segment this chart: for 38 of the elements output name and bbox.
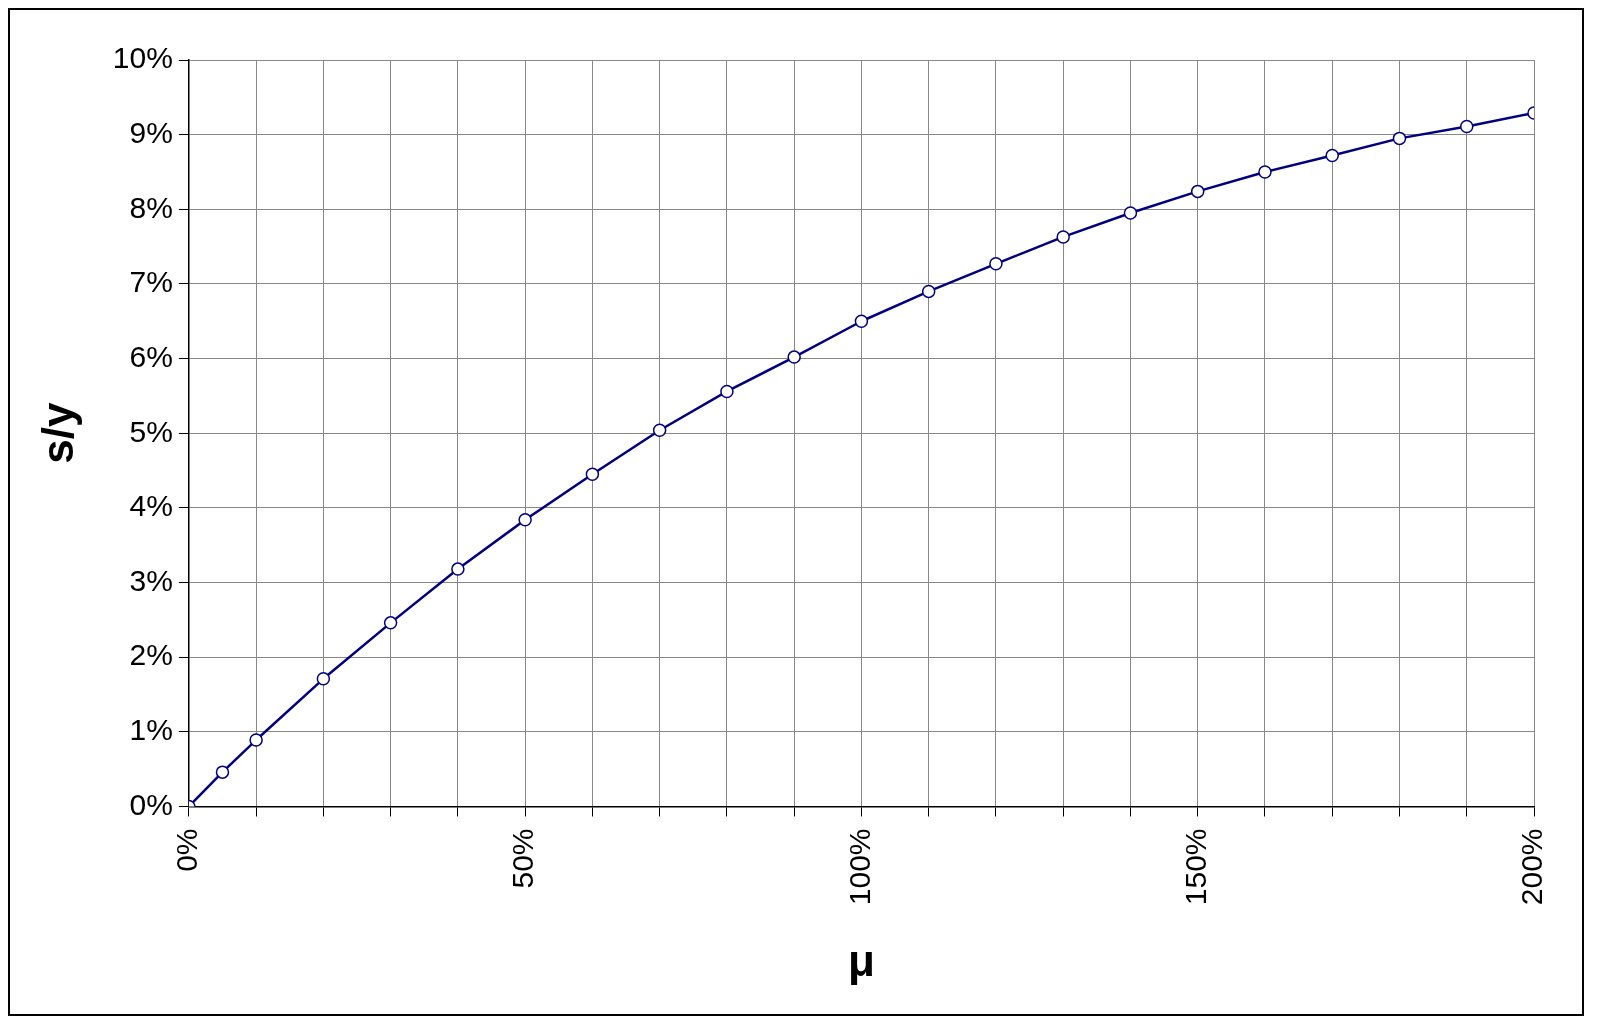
point: [652, 423, 667, 437]
y-tick-label: 4%: [129, 489, 173, 523]
y-tick-label: 1%: [129, 713, 173, 747]
x-tick-label: 150%: [1178, 828, 1212, 906]
x-tick-label: 200%: [1515, 828, 1549, 906]
point: [383, 616, 398, 630]
point: [921, 284, 936, 299]
point: [1123, 206, 1138, 220]
point: [518, 513, 532, 527]
x-tick-label: 0%: [170, 828, 204, 872]
point: [854, 314, 869, 329]
x-axis-title: μ: [847, 935, 875, 985]
y-tick-label: 0%: [129, 787, 173, 821]
y-tick-label: 8%: [129, 190, 173, 224]
y-tick-label: 5%: [129, 414, 173, 448]
point: [787, 350, 801, 364]
point: [1392, 131, 1407, 146]
point: [316, 672, 331, 686]
point: [1325, 148, 1339, 163]
y-tick-label: 7%: [129, 265, 173, 299]
point: [1258, 165, 1272, 179]
point: [1459, 119, 1474, 134]
point: [249, 733, 263, 747]
x-tick-label: 100%: [842, 828, 876, 906]
y-tick-label: 10%: [112, 41, 173, 75]
y-tick-label: 2%: [129, 638, 173, 672]
point: [1056, 230, 1070, 244]
point: [1190, 184, 1205, 199]
x-tick-label: 50%: [506, 828, 540, 889]
point: [451, 562, 465, 576]
point: [215, 765, 230, 779]
y-tick-label: 3%: [129, 563, 173, 597]
y-axis-title: s/y: [32, 402, 82, 464]
y-tick-label: 9%: [129, 115, 173, 149]
point: [989, 257, 1003, 271]
point: [585, 467, 600, 482]
point: [720, 384, 734, 399]
y-tick-label: 6%: [129, 339, 173, 373]
